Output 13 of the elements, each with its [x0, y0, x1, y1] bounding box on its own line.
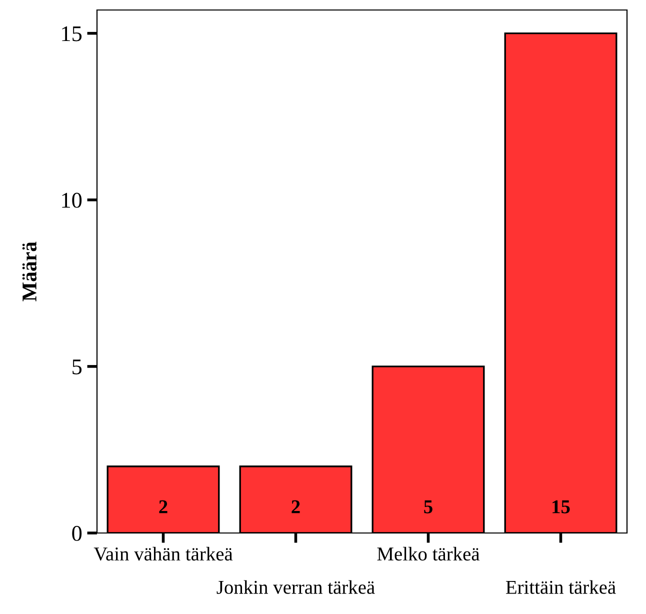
y-tick-label: 5	[72, 360, 82, 374]
x-tick-label: Melko tärkeä	[377, 546, 480, 561]
data-label: 2	[159, 500, 168, 514]
data-label: 2	[292, 500, 300, 514]
y-axis-title: Määrä	[22, 242, 37, 302]
y-tick-label: 0	[72, 526, 82, 541]
y-tick-label: 10	[62, 192, 82, 208]
x-tick-label: Jonkin verran tärkeä	[216, 580, 375, 594]
data-label: 15	[552, 500, 570, 514]
data-label: 5	[424, 500, 432, 514]
x-tick-label: Vain vähän tärkeä	[94, 546, 233, 561]
y-tick-label: 15	[62, 26, 82, 42]
x-tick-label: Erittäin tärkeä	[506, 580, 616, 594]
